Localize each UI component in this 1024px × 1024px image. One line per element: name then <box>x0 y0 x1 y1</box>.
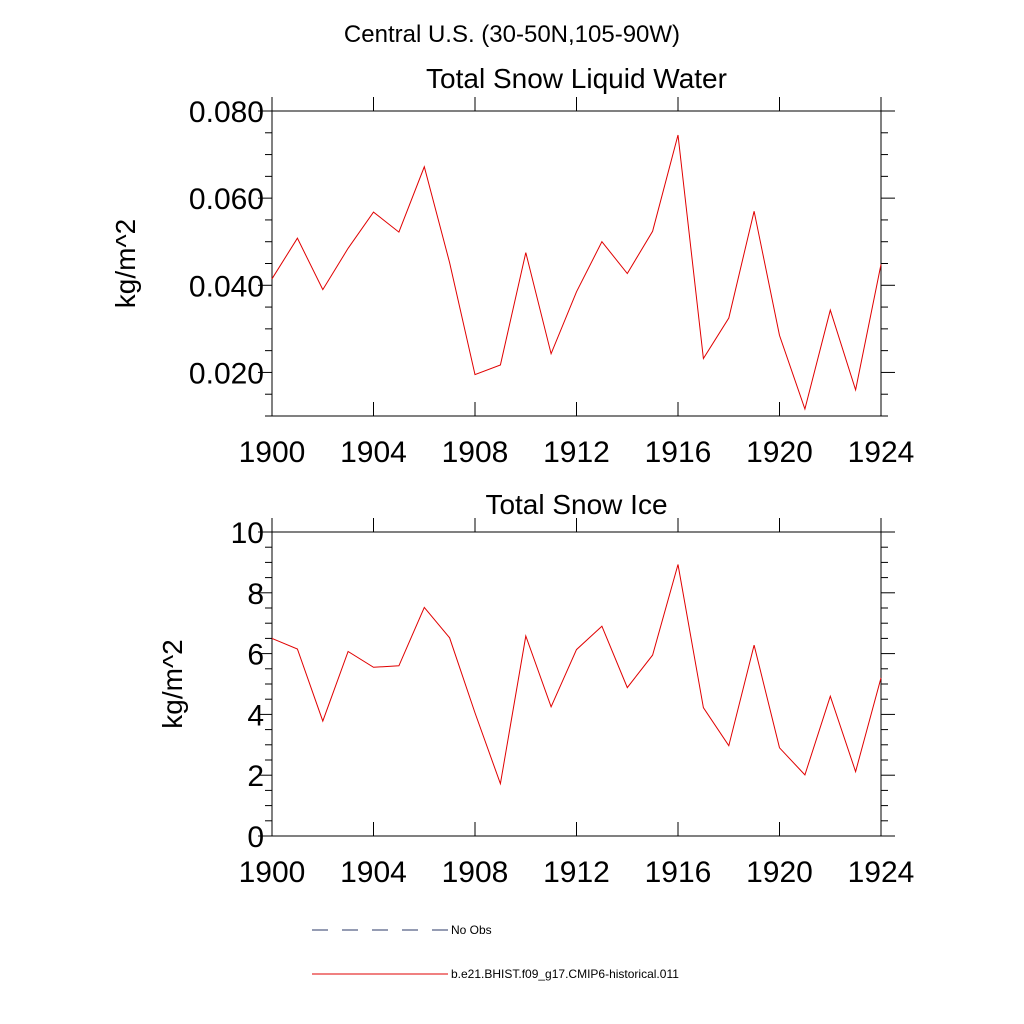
x-tick-label: 1900 <box>239 436 306 469</box>
y-tick-label: 10 <box>231 517 264 550</box>
x-tick-label: 1912 <box>543 436 610 469</box>
y-tick-label: 0.020 <box>189 357 264 390</box>
x-tick-label: 1912 <box>543 856 610 889</box>
y-tick-label: 0 <box>247 821 264 854</box>
series-line <box>271 134 882 411</box>
y-tick-label: 6 <box>247 639 264 672</box>
x-tick-label: 1920 <box>746 856 813 889</box>
legend: No Obs b.e21.BHIST.f09_g17.CMIP6-histori… <box>312 923 679 981</box>
x-tick-label: 1904 <box>340 856 407 889</box>
x-tick-label: 1920 <box>746 436 813 469</box>
chart-title: Total Snow Liquid Water <box>426 63 727 94</box>
y-tick-label: 0.080 <box>189 96 264 129</box>
x-tick-label: 1908 <box>442 436 509 469</box>
plot-frame <box>271 531 882 837</box>
x-tick-label: 1924 <box>848 436 915 469</box>
x-tick-label: 1916 <box>645 436 712 469</box>
panel-2: Total Snow Ice kg/m^2 1900 1904 1908 1912 1916… <box>157 489 914 889</box>
y-tick-label: 0.060 <box>189 183 264 216</box>
y-tick-label: 2 <box>247 760 264 793</box>
x-tick-label: 1900 <box>239 856 306 889</box>
plot-frame <box>271 110 882 417</box>
x-tick-label: 1916 <box>645 856 712 889</box>
figure-title: Central U.S. (30-50N,105-90W) <box>344 21 680 48</box>
chart-title: Total Snow Ice <box>485 489 667 520</box>
y-axis-label: kg/m^2 <box>110 219 141 308</box>
panel-1: Total Snow Liquid Water kg/m^2 1900 1904 190… <box>110 63 914 469</box>
legend-label-no-obs: No Obs <box>451 923 492 937</box>
y-tick-label: 0.040 <box>189 270 264 303</box>
x-tick-label: 1924 <box>848 856 915 889</box>
x-tick-label: 1904 <box>340 436 407 469</box>
y-axis-label: kg/m^2 <box>157 639 188 728</box>
x-tick-label: 1908 <box>442 856 509 889</box>
y-tick-label: 8 <box>247 578 264 611</box>
series-line <box>271 564 882 786</box>
y-tick-label: 4 <box>247 699 264 732</box>
legend-label-model: b.e21.BHIST.f09_g17.CMIP6-historical.011 <box>451 967 679 981</box>
